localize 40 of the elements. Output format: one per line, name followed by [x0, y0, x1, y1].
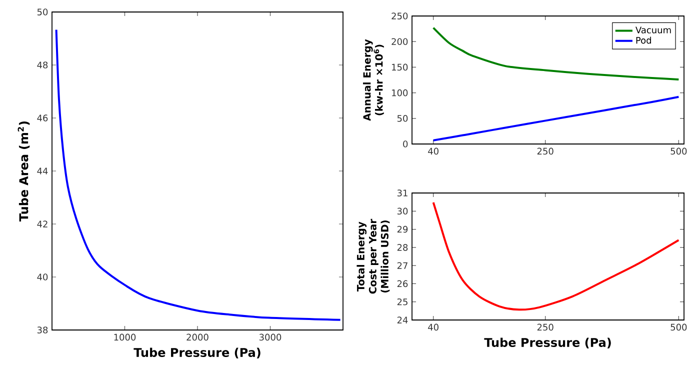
x-tick-label: 3000 — [259, 334, 282, 341]
y-tick-label: 25 — [397, 298, 408, 306]
y-tick-label: 26 — [397, 280, 408, 288]
y-tick-label: 40 — [37, 274, 48, 280]
legend-label: Vacuum — [636, 26, 671, 34]
x-tick-label: 40 — [428, 148, 438, 155]
y-tick-label: 29 — [397, 226, 408, 233]
y-tick-label: 42 — [37, 220, 48, 228]
x-tick-label: 500 — [670, 148, 687, 155]
line-series — [432, 26, 680, 80]
y-tick-label: 150 — [392, 64, 408, 71]
y-tick-label: 100 — [392, 89, 408, 96]
y-tick-label: 0 — [403, 140, 408, 148]
y-axis-title: Tube Area (m$^{2}$) — [18, 121, 30, 222]
y-tick-label: 27 — [397, 262, 408, 269]
y-tick-label: 46 — [37, 114, 48, 122]
line-series — [432, 201, 680, 311]
y-tick-label: 31 — [397, 190, 408, 196]
y-tick-label: 24 — [397, 316, 408, 324]
legend-label: Pod — [636, 36, 651, 44]
x-tick-label: 250 — [537, 324, 554, 331]
y-axis-title: Total Energy Cost per Year (Million USD) — [356, 218, 390, 294]
y-tick-label: 44 — [37, 168, 48, 174]
line-series — [432, 96, 680, 142]
y-tick-label: 50 — [397, 114, 408, 122]
line-series — [55, 28, 342, 321]
y-tick-label: 30 — [397, 208, 408, 215]
y-tick-label: 28 — [397, 244, 408, 251]
y-tick-label: 38 — [37, 326, 48, 334]
x-tick-label: 2000 — [186, 334, 208, 341]
y-tick-label: 250 — [392, 12, 408, 20]
x-tick-label: 1000 — [114, 334, 136, 341]
x-axis-title: Tube Pressure (Pa) — [484, 338, 611, 348]
x-tick-label: 500 — [670, 324, 687, 331]
y-tick-label: 48 — [37, 62, 48, 68]
x-axis-title: Tube Pressure (Pa) — [134, 348, 260, 358]
y-tick-label: 200 — [392, 38, 408, 45]
y-tick-label: 50 — [37, 8, 48, 16]
x-tick-label: 40 — [428, 324, 438, 331]
x-tick-label: 250 — [537, 148, 554, 155]
